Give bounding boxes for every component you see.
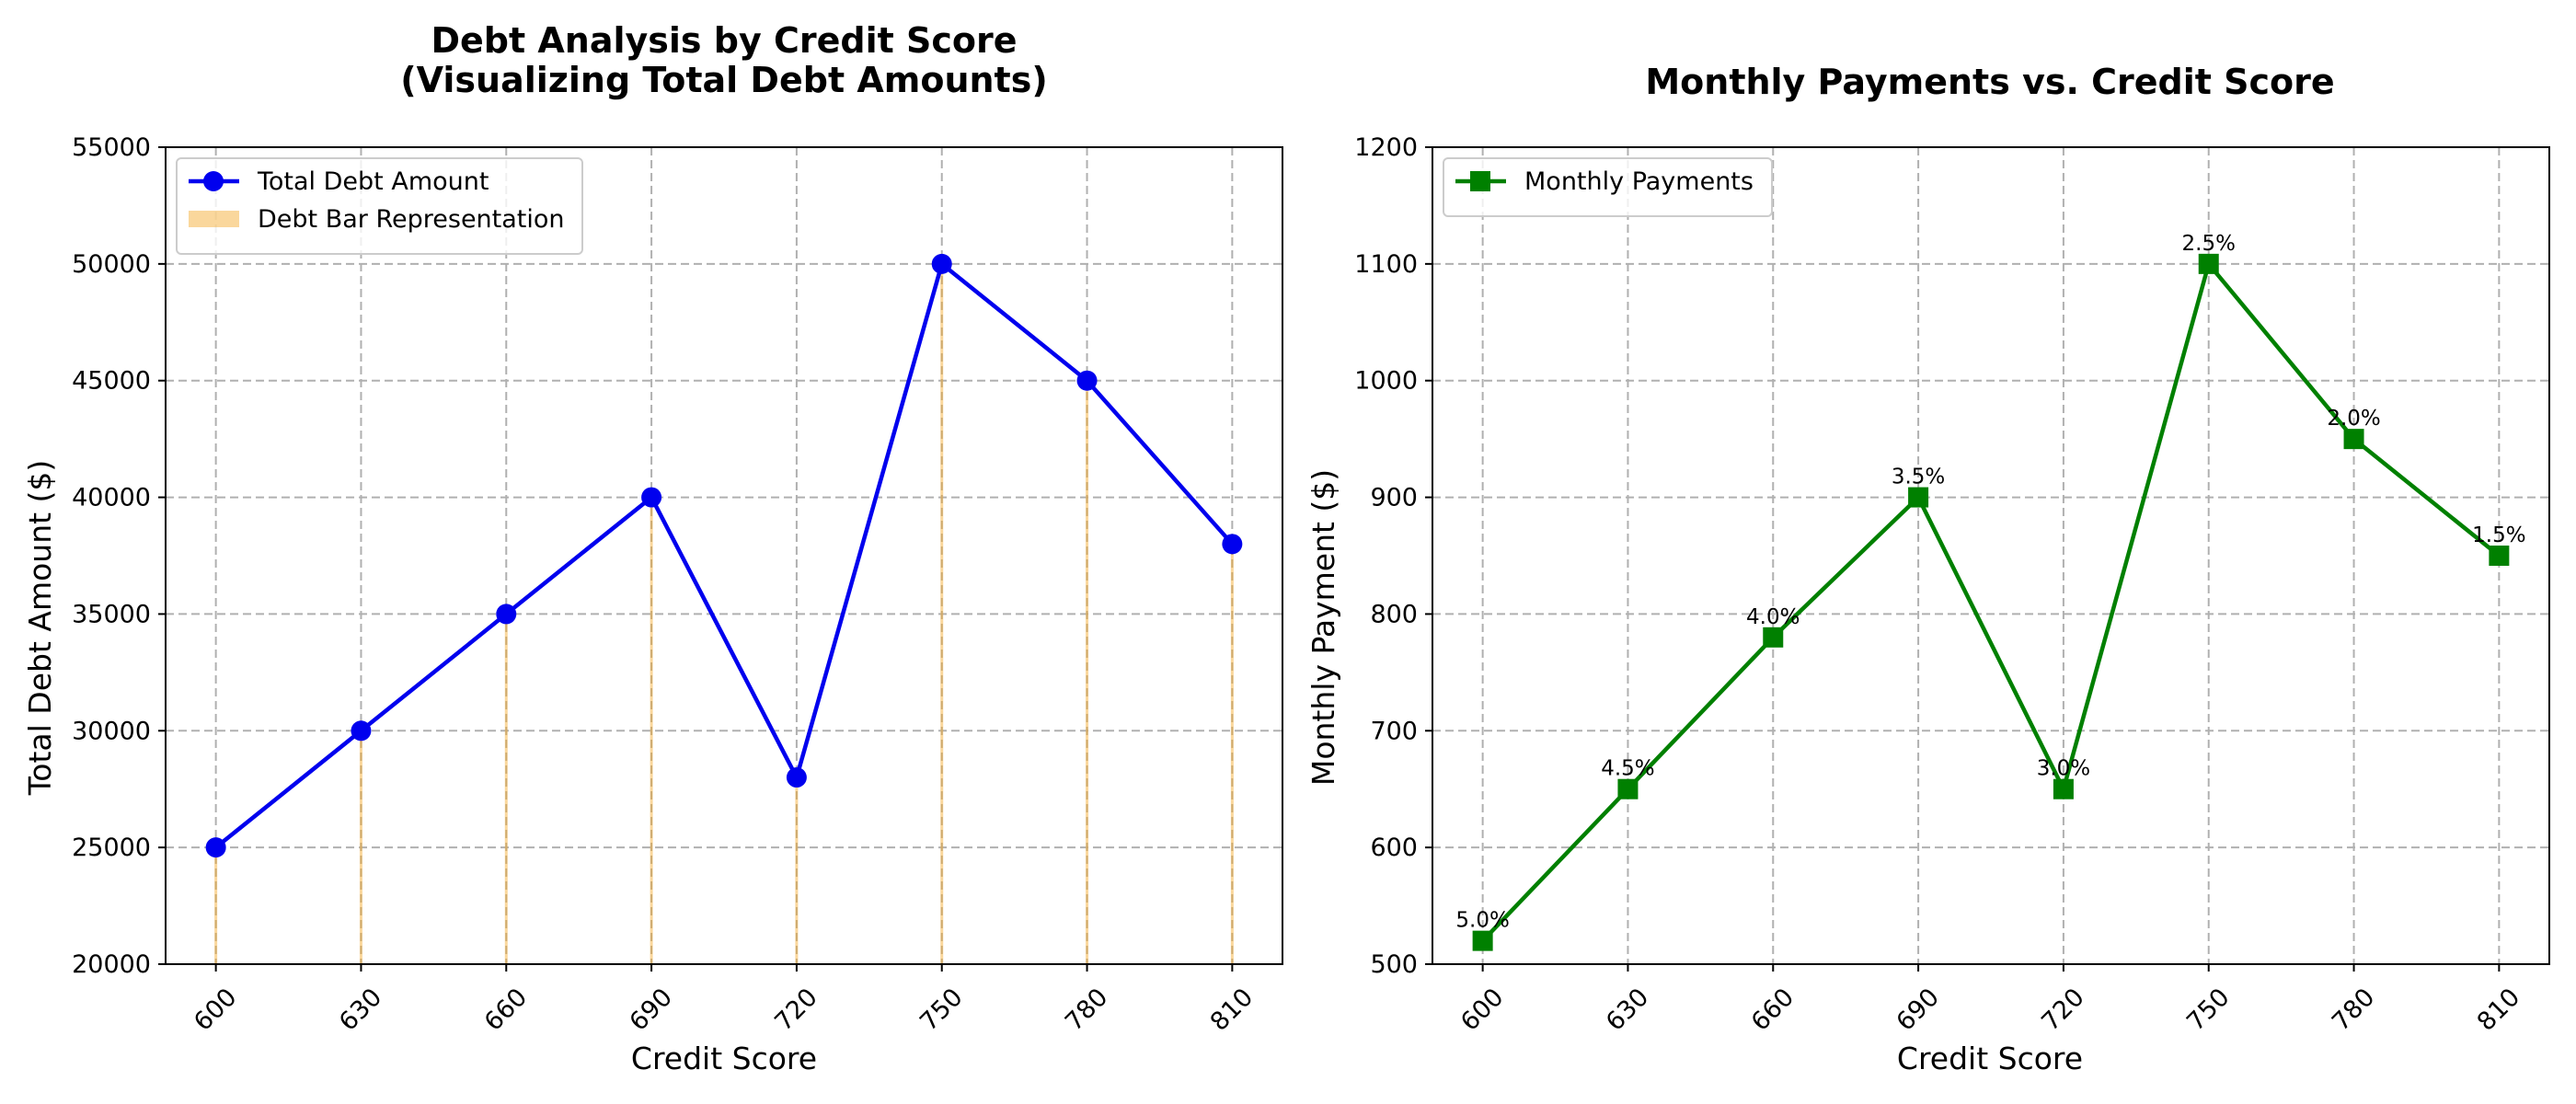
left-chart-data-point (1222, 534, 1243, 555)
right-chart-legend (1443, 157, 1773, 217)
right-chart-title: Monthly Payments vs. Credit Score (1645, 62, 2334, 102)
right-chart-ytick-label: 700 (1370, 717, 1418, 745)
right-chart-data-label: 1.5% (2472, 523, 2525, 547)
right-chart-xlabel: Credit Score (1897, 1041, 2083, 1076)
left-chart-ylabel: Total Debt Amount ($) (22, 460, 58, 797)
right-chart-data-point (1472, 930, 1493, 951)
left-chart-bar (795, 777, 799, 964)
right-chart-data-point (1763, 627, 1784, 648)
left-chart-xtick-label: 780 (1060, 983, 1113, 1036)
left-chart-xtick-label: 690 (625, 983, 678, 1036)
right-chart-xtick-label: 750 (2181, 983, 2235, 1036)
left-chart-ytick-label: 30000 (72, 717, 151, 745)
right-chart-ylabel: Monthly Payment ($) (1305, 469, 1341, 786)
left-chart-ytick-label: 25000 (72, 834, 151, 862)
left-chart-data-point (351, 720, 372, 742)
left-chart-legend-swatch (189, 211, 239, 227)
left-chart-xtick-label: 630 (334, 983, 387, 1036)
right-chart-data-label: 4.0% (1746, 605, 1800, 629)
left-chart-bar (504, 614, 508, 964)
left-chart-xtick-label: 810 (1205, 983, 1259, 1036)
right-chart-data-point (2198, 253, 2219, 274)
left-chart-bar (359, 730, 362, 964)
right-chart-ytick-label: 500 (1370, 950, 1418, 979)
right-chart-data-label: 2.5% (2182, 232, 2236, 256)
right-chart-ytick-label: 800 (1370, 600, 1418, 628)
right-chart-data-label: 4.5% (1601, 757, 1654, 781)
right-chart-ytick-label: 1200 (1354, 133, 1418, 162)
right-chart-plot-frame (1432, 146, 2550, 965)
left-chart-ytick-label: 55000 (72, 133, 151, 162)
right-chart-data-point (1617, 778, 1639, 799)
left-chart-bar (650, 497, 653, 964)
left-chart-title: Debt Analysis by Credit Score (Visualizin… (400, 20, 1047, 100)
left-chart-xlabel: Credit Score (631, 1041, 817, 1076)
left-chart-data-point (786, 767, 807, 788)
right-chart-xtick-label: 780 (2327, 983, 2380, 1036)
left-chart-title-line: (Visualizing Total Debt Amounts) (400, 60, 1047, 100)
right-chart-xtick-label: 600 (1455, 983, 1509, 1036)
right-chart-series-line (1481, 261, 2501, 943)
left-chart-legend (176, 157, 583, 255)
left-chart-legend-label: Total Debt Amount (257, 167, 489, 196)
left-chart-data-point (205, 837, 226, 858)
left-chart-ytick-label: 45000 (72, 367, 151, 396)
left-chart-xtick-label: 660 (479, 983, 533, 1036)
left-chart-bar (1230, 544, 1234, 964)
left-chart-bar (940, 263, 944, 964)
left-chart-xtick-label: 750 (914, 983, 968, 1036)
right-chart-xtick-label: 720 (2036, 983, 2089, 1036)
left-chart-legend-label: Debt Bar Representation (258, 205, 565, 234)
left-chart-bar (214, 847, 218, 964)
left-chart-data-point (496, 604, 517, 625)
right-chart-data-label: 3.5% (1892, 466, 1945, 489)
left-chart-xtick-label: 720 (769, 983, 822, 1036)
right-chart-ytick-label: 1100 (1354, 250, 1418, 279)
right-chart-ytick-label: 600 (1370, 834, 1418, 862)
right-chart-data-label: 5.0% (1455, 909, 1509, 933)
left-chart-plot-frame (165, 146, 1283, 965)
left-chart-title-line: Debt Analysis by Credit Score (431, 20, 1017, 61)
left-chart-series-line (214, 261, 1235, 849)
right-chart-data-point (1908, 487, 1929, 508)
right-chart-data-point (2053, 778, 2074, 799)
left-chart-data-point (931, 253, 952, 274)
left-chart-ytick-label: 20000 (72, 950, 151, 979)
left-chart-legend-marker (203, 171, 224, 191)
right-chart-data-label: 2.0% (2327, 407, 2380, 431)
left-chart-ytick-label: 35000 (72, 600, 151, 628)
left-chart-ytick-label: 50000 (72, 250, 151, 279)
right-chart-xtick-label: 690 (1892, 983, 1945, 1036)
right-chart-legend-marker (1470, 171, 1490, 191)
right-chart-ytick-label: 900 (1370, 484, 1418, 512)
left-chart-data-point (1076, 370, 1098, 391)
right-chart: Monthly Payments vs. Credit Score Credit… (1305, 62, 2550, 1076)
left-chart: Debt Analysis by Credit Score (Visualizin… (22, 20, 1283, 1076)
left-chart-bar (1086, 380, 1089, 964)
right-chart-ytick-label: 1000 (1354, 367, 1418, 396)
right-chart-data-label: 3.0% (2037, 757, 2090, 781)
left-chart-xtick-label: 600 (189, 983, 242, 1036)
left-chart-data-point (641, 487, 662, 508)
right-chart-xtick-label: 810 (2472, 983, 2525, 1036)
right-chart-xtick-label: 630 (1601, 983, 1654, 1036)
left-chart-ytick-label: 40000 (72, 484, 151, 512)
right-chart-xtick-label: 660 (1746, 983, 1800, 1036)
right-chart-data-point (2343, 429, 2364, 450)
right-chart-legend-label: Monthly Payments (1524, 167, 1754, 196)
right-chart-data-point (2489, 546, 2510, 566)
